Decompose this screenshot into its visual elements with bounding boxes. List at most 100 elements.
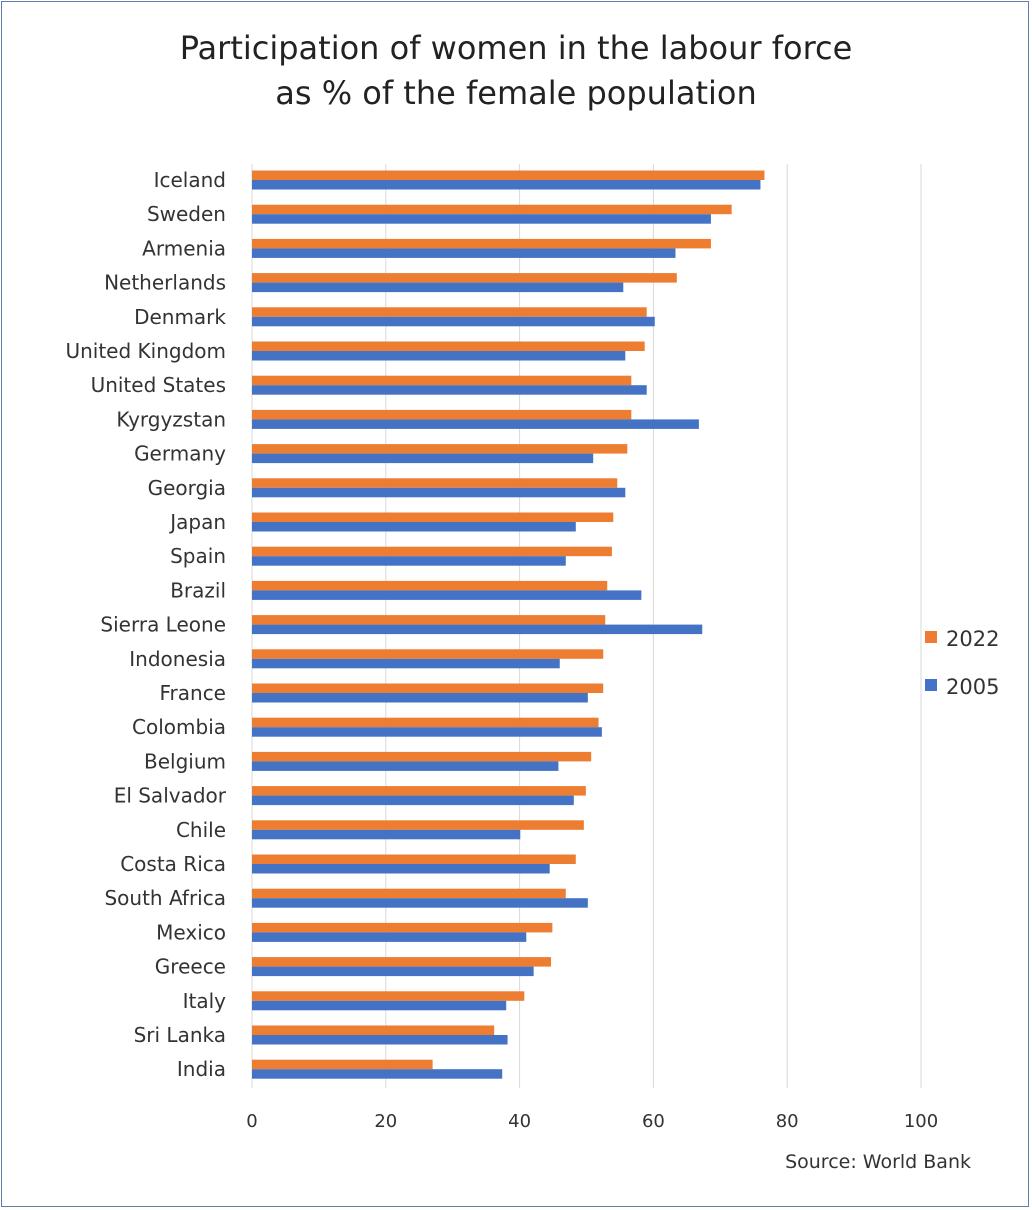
bar-2005-costa-rica — [252, 864, 550, 874]
chart-title-line-2: as % of the female population — [275, 74, 757, 112]
bar-2022-el-salvador — [252, 786, 586, 796]
category-label: Greece — [155, 955, 226, 979]
bar-2005-colombia — [252, 727, 602, 737]
category-label: Sweden — [147, 202, 226, 226]
category-label: Italy — [183, 989, 227, 1013]
bar-2022-south-africa — [252, 888, 566, 899]
x-tick-label: 60 — [642, 1111, 665, 1132]
category-label: Sri Lanka — [134, 1023, 226, 1047]
bar-2022-united-states — [252, 375, 632, 386]
x-tick-label: 20 — [374, 1111, 397, 1132]
legend-swatch-2022 — [925, 631, 937, 643]
bar-2005-georgia — [252, 487, 626, 498]
category-label: Kyrgyzstan — [116, 407, 226, 431]
category-label: Colombia — [132, 715, 226, 739]
bar-2005-india — [252, 1069, 503, 1079]
category-label: Belgium — [144, 749, 226, 773]
category-label: Indonesia — [129, 647, 226, 671]
bar-2022-italy — [252, 991, 525, 1001]
bar-2022-brazil — [252, 580, 608, 591]
bar-2022-iceland — [252, 170, 765, 180]
bar-2005-germany — [252, 453, 594, 464]
category-label: Armenia — [142, 236, 226, 260]
bar-2005-el-salvador — [252, 795, 574, 806]
chart-title: Participation of women in the labour for… — [0, 26, 1032, 116]
bar-2022-kyrgyzstan — [252, 409, 632, 420]
bar-2005-japan — [252, 522, 576, 532]
bar-2005-kyrgyzstan — [252, 419, 699, 429]
bar-2022-sweden — [252, 204, 732, 215]
category-label: United Kingdom — [65, 339, 226, 363]
bar-2022-japan — [252, 512, 614, 522]
bar-2022-germany — [252, 444, 628, 454]
category-label: Costa Rica — [120, 852, 226, 876]
bar-2022-armenia — [252, 238, 711, 249]
chart-title-line-1: Participation of women in the labour for… — [179, 29, 853, 67]
category-label: Denmark — [134, 305, 226, 329]
bar-2005-armenia — [252, 248, 676, 258]
bar-2022-united-kingdom — [252, 341, 645, 351]
bar-2022-sri-lanka — [252, 1025, 495, 1035]
bar-2005-netherlands — [252, 282, 624, 293]
category-label: Brazil — [170, 578, 226, 602]
bar-2005-sweden — [252, 214, 711, 224]
bar-2005-spain — [252, 556, 566, 566]
category-label: Spain — [170, 544, 226, 568]
category-label: South Africa — [104, 886, 226, 910]
bar-2005-brazil — [252, 590, 642, 600]
source-note: Source: World Bank — [785, 1151, 971, 1173]
category-label: Iceland — [154, 168, 226, 192]
bar-2022-costa-rica — [252, 854, 576, 864]
bar-2022-indonesia — [252, 649, 604, 659]
bar-2005-belgium — [252, 761, 559, 771]
legend-label-2005: 2005 — [946, 675, 999, 699]
bar-2005-denmark — [252, 316, 655, 327]
bar-2022-belgium — [252, 751, 592, 762]
bar-2022-colombia — [252, 717, 599, 728]
bar-2005-greece — [252, 966, 534, 977]
category-label: Mexico — [156, 920, 226, 944]
bar-2005-sri-lanka — [252, 1035, 508, 1045]
category-label: Georgia — [148, 476, 226, 500]
bar-2022-sierra-leone — [252, 615, 606, 625]
bar-2022-mexico — [252, 922, 553, 933]
bar-2022-georgia — [252, 478, 618, 488]
category-label: United States — [91, 373, 226, 397]
category-labels: Iceland Sweden Armenia Netherlands Denmark Un… — [65, 168, 226, 1081]
bar-2022-netherlands — [252, 273, 677, 283]
bar-2005-italy — [252, 1000, 507, 1011]
bar-2005-united-states — [252, 385, 647, 395]
category-label: France — [159, 681, 226, 705]
x-tick-label: 100 — [904, 1111, 938, 1132]
bar-2005-iceland — [252, 180, 761, 190]
bar-2005-sierra-leone — [252, 624, 703, 635]
bar-2005-chile — [252, 829, 521, 840]
category-label: Sierra Leone — [100, 613, 226, 637]
bar-2005-mexico — [252, 932, 527, 942]
bar-2022-greece — [252, 957, 552, 967]
category-label: India — [177, 1057, 226, 1081]
category-label: Netherlands — [104, 271, 226, 295]
x-tick-label: 80 — [776, 1111, 799, 1132]
legend: 2022 2005 — [925, 627, 999, 699]
bars — [252, 170, 765, 1079]
bar-2022-spain — [252, 546, 612, 557]
x-tick-label: 0 — [246, 1111, 257, 1132]
bar-2022-chile — [252, 820, 584, 830]
x-tick-label: 40 — [508, 1111, 531, 1132]
category-label: Japan — [168, 510, 226, 534]
bar-2005-united-kingdom — [252, 351, 626, 361]
legend-swatch-2005 — [925, 679, 937, 691]
category-label: Chile — [176, 818, 226, 842]
category-label: El Salvador — [114, 784, 227, 808]
x-axis-ticks: 0 20 40 60 80 100 — [246, 1111, 938, 1132]
legend-label-2022: 2022 — [946, 627, 999, 651]
category-label: Germany — [134, 442, 226, 466]
bar-2022-india — [252, 1059, 433, 1070]
bar-2022-denmark — [252, 307, 647, 317]
bar-2005-south-africa — [252, 898, 588, 908]
bar-2022-france — [252, 683, 604, 693]
bar-2005-indonesia — [252, 658, 560, 669]
